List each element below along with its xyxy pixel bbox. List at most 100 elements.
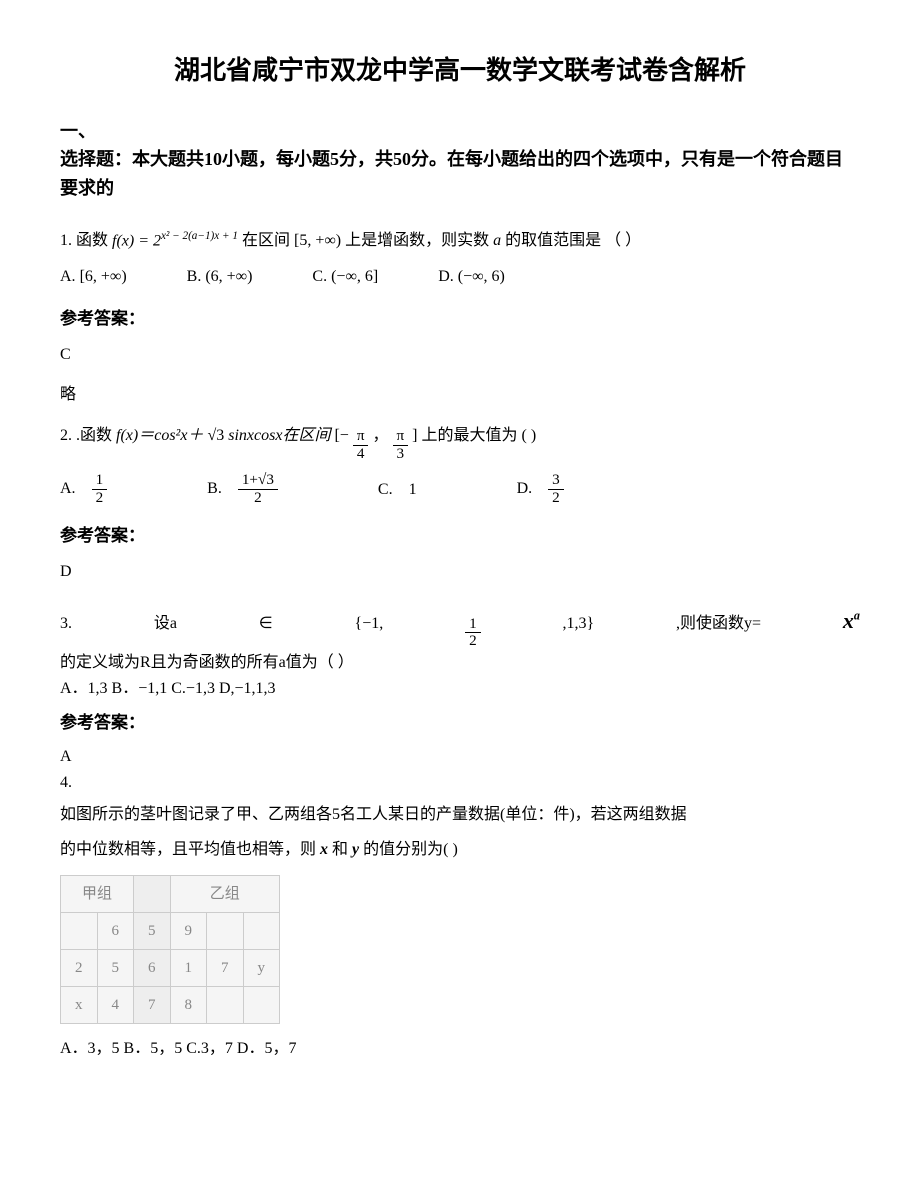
q2-func-lhs: f(x)＝cos²x＋	[116, 423, 203, 449]
q4-var-x: x	[320, 841, 328, 858]
table-row: 6 5 9	[61, 912, 280, 949]
cell: 8	[170, 986, 207, 1023]
cell: 5	[134, 912, 171, 949]
cell: 9	[170, 912, 207, 949]
table-header-jia: 甲组	[61, 875, 134, 912]
question-3-line1: 3. 设a ∈ {−1, 1 2 ,1,3} ,则使函数y= xa	[60, 603, 860, 650]
q2-frac-a: π 4	[353, 428, 369, 462]
q1-opt-a: A. [6, +∞)	[60, 264, 127, 290]
q2-opt-d-num: 3	[548, 472, 564, 490]
cell: 5	[97, 949, 134, 986]
q1-opt-a-label: A.	[60, 268, 76, 285]
section-number: 一、	[60, 117, 860, 146]
q2-opt-a-den: 2	[92, 490, 108, 507]
q2-options: A. 1 2 B. 1+√3 2 C. 1 D. 3 2	[60, 472, 860, 506]
q4-line2-pre: 的中位数相等，且平均值也相等，则	[60, 841, 316, 858]
q3-seg2: 设a	[154, 611, 177, 637]
q2-opt-a-frac: 1 2	[92, 472, 108, 506]
q1-opt-c-label: C.	[312, 268, 327, 285]
q2-prefix: 2. .函数	[60, 423, 112, 449]
q2-answer: D	[60, 559, 860, 585]
q1-suffix: 的取值范围是 （ ）	[505, 228, 641, 254]
q2-opt-d: D. 3 2	[517, 472, 564, 506]
q4-line2-suf: 的值分别为( )	[363, 841, 458, 858]
q1-var: a	[493, 228, 501, 254]
cell: y	[243, 949, 280, 986]
q3-frac-den: 2	[465, 633, 481, 650]
table-body: 6 5 9 2 5 6 1 7 y x 4 7 8	[61, 912, 280, 1023]
q2-interval-close: ]	[412, 423, 417, 449]
q2-frac-b-num: π	[393, 428, 409, 446]
q2-func-rhs: sinxcosx在区间	[228, 423, 330, 449]
table-header-stem	[134, 875, 171, 912]
q3-frac: 1 2	[465, 616, 481, 650]
q3-seg3: ∈	[259, 611, 273, 637]
q4-line2-mid: 和	[332, 841, 348, 858]
q2-opt-b-den: 2	[250, 490, 266, 507]
q1-opt-d-expr: (−∞, 6)	[458, 268, 505, 285]
q4-options: A．3，5 B．5，5 C.3，7 D．5，7	[60, 1036, 860, 1062]
q1-mid2: 上是增函数，则实数	[345, 228, 489, 254]
cell	[207, 986, 244, 1023]
q1-func: f(x) = 2x² − 2(a−1)x + 1	[112, 228, 238, 254]
q2-opt-b-label: B.	[207, 480, 222, 497]
q3-frac-num: 1	[465, 616, 481, 634]
cell: 7	[207, 949, 244, 986]
q1-exponent: x² − 2(a−1)x + 1	[161, 230, 238, 242]
q1-opt-c: C. (−∞, 6]	[312, 264, 378, 290]
q1-opt-b: B. (6, +∞)	[187, 264, 253, 290]
q4-line1: 如图所示的茎叶图记录了甲、乙两组各5名工人某日的产量数据(单位：件)，若这两组数…	[60, 802, 860, 828]
cell: 4	[97, 986, 134, 1023]
q1-opt-c-expr: (−∞, 6]	[331, 268, 378, 285]
cell	[61, 912, 98, 949]
q2-opt-a-label: A.	[60, 480, 76, 497]
q1-opt-d-label: D.	[438, 268, 454, 285]
q2-frac-b: π 3	[393, 428, 409, 462]
document-title: 湖北省咸宁市双龙中学高一数学文联考试卷含解析	[60, 50, 860, 92]
q2-opt-d-label: D.	[517, 480, 533, 497]
cell: 2	[61, 949, 98, 986]
q2-suffix: 上的最大值为 ( )	[422, 423, 537, 449]
q4-var-y: y	[352, 841, 359, 858]
q3-x-pow-a: xa	[843, 603, 860, 638]
question-3-line2: 的定义域为R且为奇函数的所有a值为（ ）	[60, 650, 860, 676]
q1-answer: C	[60, 342, 860, 368]
q2-opt-a-num: 1	[92, 472, 108, 490]
q2-opt-b-num: 1+√3	[238, 472, 278, 490]
q2-frac-a-num: π	[353, 428, 369, 446]
q3-answer: A	[60, 744, 860, 770]
q4-num: 4.	[60, 770, 860, 796]
cell	[243, 912, 280, 949]
q3-options: A．1,3 B．−1,1 C.−1,3 D,−1,1,3	[60, 676, 860, 702]
q2-frac-b-den: 3	[393, 446, 409, 463]
cell: 6	[134, 949, 171, 986]
question-1: 1. 函数 f(x) = 2x² − 2(a−1)x + 1 在区间 [5, +…	[60, 228, 860, 254]
q3-seg5: ,1,3}	[562, 611, 594, 637]
q2-opt-d-frac: 3 2	[548, 472, 564, 506]
q2-opt-b-frac: 1+√3 2	[238, 472, 278, 506]
q1-opt-d: D. (−∞, 6)	[438, 264, 505, 290]
q1-interval: [5, +∞)	[294, 228, 341, 254]
question-2: 2. .函数 f(x)＝cos²x＋ √3 sinxcosx在区间 [− π 4…	[60, 423, 860, 462]
q1-opt-a-expr: [6, +∞)	[80, 268, 127, 285]
q1-func-base: f(x) = 2	[112, 232, 161, 249]
q3-seg6: ,则使函数y=	[676, 611, 761, 637]
table-header-yi: 乙组	[170, 875, 280, 912]
section-description: 选择题：本大题共10小题，每小题5分，共50分。在每小题给出的四个选项中，只有是…	[60, 145, 860, 203]
q1-opt-b-expr: (6, +∞)	[205, 268, 252, 285]
table-row: 2 5 6 1 7 y	[61, 949, 280, 986]
table-row: x 4 7 8	[61, 986, 280, 1023]
q1-answer-label: 参考答案：	[60, 305, 860, 332]
cell	[243, 986, 280, 1023]
cell: 6	[97, 912, 134, 949]
cell	[207, 912, 244, 949]
cell: 7	[134, 986, 171, 1023]
q1-note: 略	[60, 382, 860, 408]
q2-opt-a: A. 1 2	[60, 472, 107, 506]
q3-seg4: {−1,	[355, 611, 384, 637]
q2-interval-open: [−	[334, 423, 348, 449]
q2-opt-c: C. 1	[378, 477, 417, 503]
q1-mid1: 在区间	[242, 228, 290, 254]
cell: 1	[170, 949, 207, 986]
q2-sqrt3: √3	[207, 423, 224, 449]
